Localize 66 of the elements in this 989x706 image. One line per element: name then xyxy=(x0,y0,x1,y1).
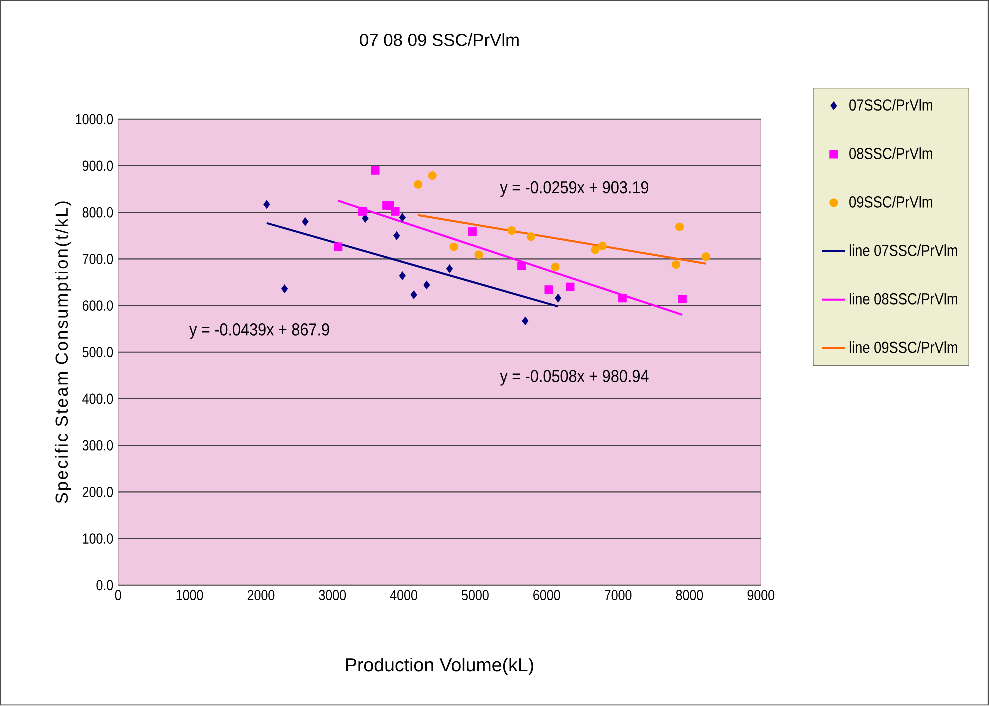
x-tick-label: 3000 xyxy=(319,590,346,601)
x-tick-label: 7000 xyxy=(605,590,632,601)
annotation: y = -0.0508x + 980.94 xyxy=(500,370,649,386)
point xyxy=(518,262,526,271)
chart-title: 07 08 09 SSC/PrVlm xyxy=(360,34,519,46)
point xyxy=(302,218,309,226)
point xyxy=(399,214,406,222)
legend-label: 08SSC/PrVlm xyxy=(850,148,932,160)
point xyxy=(414,180,423,190)
legend-label: line 08SSC/PrVlm xyxy=(850,293,958,305)
point xyxy=(410,290,418,300)
y-tick-label: 500.0 xyxy=(82,347,114,358)
y-tick-label: 700.0 xyxy=(82,254,114,265)
y-tick-label: 0.0 xyxy=(96,580,114,591)
legend-label: 09SSC/PrVlm xyxy=(850,196,932,208)
x-tick-label: 6000 xyxy=(534,590,560,601)
annotation: y = -0.0439x + 867.9 xyxy=(190,324,330,340)
x-tick-label: 5000 xyxy=(462,590,489,601)
point xyxy=(591,246,600,254)
y-tick-label: 1000.0 xyxy=(76,114,114,125)
x-tick-label: 2000 xyxy=(248,590,275,601)
point xyxy=(391,207,400,216)
point xyxy=(675,222,684,232)
y-tick-label: 900.0 xyxy=(82,160,114,172)
point xyxy=(371,166,380,176)
x-tick-label: 9000 xyxy=(748,590,775,601)
point xyxy=(526,232,536,242)
point xyxy=(446,264,454,274)
point xyxy=(428,172,437,180)
point xyxy=(424,281,430,290)
legend-label: 07SSC/PrVlm xyxy=(850,99,932,112)
point xyxy=(566,282,575,292)
y-tick-label: 400.0 xyxy=(82,394,114,404)
point xyxy=(618,294,627,303)
point xyxy=(678,295,687,304)
y-tick-label: 600.0 xyxy=(82,300,114,312)
legend-label: line 09SSC/PrVlm xyxy=(850,342,958,354)
x-tick-label: 0 xyxy=(115,590,122,601)
point xyxy=(334,242,343,252)
point xyxy=(358,207,367,216)
x-tick-label: 4000 xyxy=(390,590,418,601)
point xyxy=(551,262,560,272)
y-tick-label: 200.0 xyxy=(82,487,114,498)
point xyxy=(264,200,270,210)
point xyxy=(394,232,400,240)
y-tick-label: 100.0 xyxy=(83,534,114,544)
point xyxy=(508,226,516,236)
annotation: y = -0.0259x + 903.19 xyxy=(500,181,649,198)
y-tick-label: 300.0 xyxy=(82,440,114,451)
x-axis-title: Production Volume(kL) xyxy=(346,658,534,676)
point xyxy=(672,260,680,270)
point xyxy=(474,250,484,260)
point xyxy=(555,294,562,303)
point xyxy=(468,228,477,236)
point xyxy=(399,272,406,280)
point xyxy=(282,284,288,294)
x-tick-label: 8000 xyxy=(676,590,704,601)
point xyxy=(598,242,607,251)
legend-label: line 07SSC/PrVlm xyxy=(850,244,958,256)
y-axis-title: Specific Steam Consumption(t/kL) xyxy=(55,202,72,504)
point xyxy=(450,242,458,252)
point xyxy=(702,252,710,262)
point xyxy=(522,316,529,326)
x-tick-label: 1000 xyxy=(176,590,204,601)
point xyxy=(544,286,554,294)
y-tick-label: 800.0 xyxy=(82,207,114,218)
